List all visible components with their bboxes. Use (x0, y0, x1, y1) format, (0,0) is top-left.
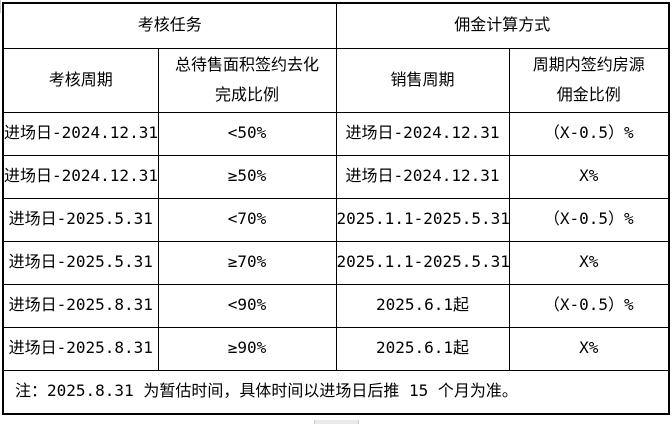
table-cell-commission-rate: X% (508, 240, 670, 285)
col-header-commission-rate: 周期内签约房源 佣金比例 (508, 47, 670, 113)
table-cell-commission-rate: X% (508, 326, 670, 371)
table-cell-commission-rate: （X-0.5）% (508, 197, 670, 242)
table-cell-sales-period: 进场日-2024.12.31 (335, 154, 510, 199)
table-cell-completion-ratio: ≥90% (157, 326, 337, 371)
table-row: 进场日-2024.12.31 ≥50% 进场日-2024.12.31 X% (2, 154, 670, 199)
table-cell-assessment-period: 进场日-2024.12.31 (2, 111, 159, 156)
header-commission-method: 佣金计算方式 (335, 2, 670, 49)
table-cell-assessment-period: 进场日-2025.5.31 (2, 240, 159, 285)
table-note-row: 注：2025.8.31 为暂估时间，具体时间以进场日后推 15 个月为准。 (2, 369, 670, 415)
window-edge-artifact (0, 0, 1, 13)
table-row: 进场日-2025.5.31 <70% 2025.1.1-2025.5.31 （X… (2, 197, 670, 242)
table-cell-completion-ratio: ≥70% (157, 240, 337, 285)
table-cell-assessment-period: 进场日-2025.8.31 (2, 326, 159, 371)
col-header-text: 完成比例 (215, 85, 280, 104)
table-cell-commission-rate: （X-0.5）% (508, 111, 670, 156)
col-header-assessment-period: 考核周期 (2, 47, 159, 113)
col-header-text: 佣金比例 (556, 85, 621, 104)
table-row: 进场日-2025.8.31 <90% 2025.6.1起 （X-0.5）% (2, 283, 670, 328)
table-row: 进场日-2024.12.31 <50% 进场日-2024.12.31 （X-0.… (2, 111, 670, 156)
col-header-sales-period: 销售周期 (335, 47, 510, 113)
commission-assessment-table: 考核任务 佣金计算方式 考核周期 总待售面积签约去化 完成比例 销售周期 周期内… (2, 2, 671, 415)
table-cell-completion-ratio: <90% (157, 283, 337, 328)
table-cell-assessment-period: 进场日-2024.12.31 (2, 154, 159, 199)
col-header-text: 总待售面积签约去化 (175, 55, 320, 74)
header-assessment-task: 考核任务 (2, 2, 337, 49)
table-column-header-row: 考核周期 总待售面积签约去化 完成比例 销售周期 周期内签约房源 佣金比例 (2, 47, 670, 113)
table-cell-sales-period: 进场日-2024.12.31 (335, 111, 510, 156)
col-header-text: 销售周期 (390, 70, 455, 89)
table-cell-completion-ratio: ≥50% (157, 154, 337, 199)
table-cell-assessment-period: 进场日-2025.5.31 (2, 197, 159, 242)
table-cell-assessment-period: 进场日-2025.8.31 (2, 283, 159, 328)
table-row: 进场日-2025.8.31 ≥90% 2025.6.1起 X% (2, 326, 670, 371)
table-row: 进场日-2025.5.31 ≥70% 2025.1.1-2025.5.31 X% (2, 240, 670, 285)
col-header-text: 考核周期 (48, 70, 113, 89)
table-cell-sales-period: 2025.1.1-2025.5.31 (335, 197, 510, 242)
table-note: 注：2025.8.31 为暂估时间，具体时间以进场日后推 15 个月为准。 (2, 369, 670, 415)
col-header-text: 周期内签约房源 (532, 55, 645, 74)
table-cell-sales-period: 2025.6.1起 (335, 326, 510, 371)
horizontal-scrollbar-thumb[interactable] (314, 420, 359, 424)
table-cell-commission-rate: X% (508, 154, 670, 199)
table-cell-commission-rate: （X-0.5）% (508, 283, 670, 328)
table-group-header-row: 考核任务 佣金计算方式 (2, 2, 670, 49)
table-cell-sales-period: 2025.6.1起 (335, 283, 510, 328)
col-header-completion-ratio: 总待售面积签约去化 完成比例 (157, 47, 337, 113)
table-cell-sales-period: 2025.1.1-2025.5.31 (335, 240, 510, 285)
table-cell-completion-ratio: <50% (157, 111, 337, 156)
table-cell-completion-ratio: <70% (157, 197, 337, 242)
